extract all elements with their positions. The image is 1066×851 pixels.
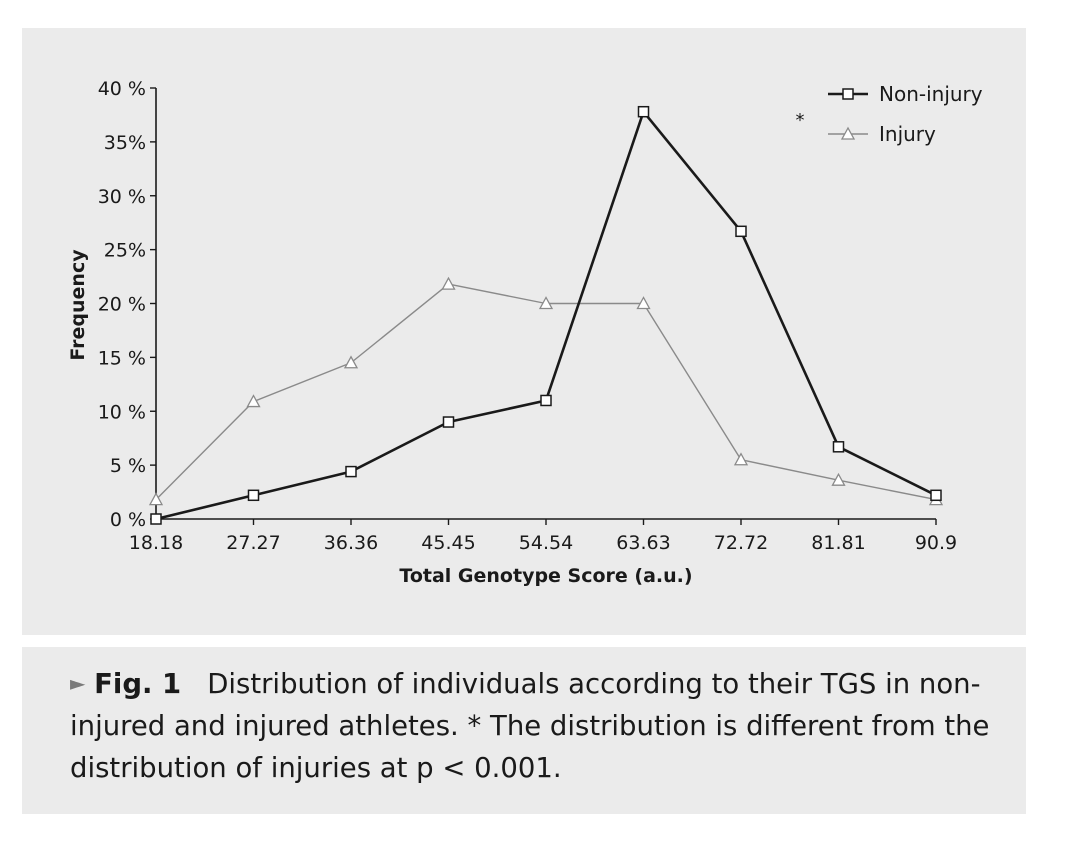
series-line-injury: [155, 283, 937, 501]
x-tick-label: 36.36: [324, 532, 378, 554]
x-tick-label: 18.18: [129, 532, 183, 554]
y-tick-label: 20 %: [98, 294, 146, 316]
x-tick-label: 27.27: [226, 532, 280, 554]
data-point-non-injury: [832, 441, 845, 453]
y-axis-label: Frequency: [67, 249, 89, 361]
data-point-non-injury: [540, 394, 552, 407]
y-tick-label: 30 %: [98, 186, 146, 208]
legend: Non-injury Injury: [828, 82, 983, 146]
caption-arrow-icon: ►: [70, 671, 86, 695]
x-tick-label: 45.45: [421, 532, 475, 554]
axes: [150, 87, 937, 525]
data-point-non-injury: [637, 105, 650, 118]
data-point-injury: [831, 472, 846, 486]
data-point-non-injury: [247, 489, 260, 502]
x-axis-label: Total Genotype Score (a.u.): [399, 565, 692, 587]
data-point-injury: [246, 394, 261, 408]
y-tick-label: 35%: [104, 132, 146, 154]
x-tick-label: 63.63: [616, 532, 670, 554]
data-point-non-injury: [150, 513, 162, 525]
legend-marker-injury: [840, 126, 856, 140]
series-layer: [148, 105, 944, 525]
data-point-non-injury: [735, 225, 747, 238]
data-point-non-injury: [345, 465, 357, 478]
data-point-injury: [733, 452, 749, 466]
y-tick-label: 40 %: [98, 78, 146, 100]
legend-marker-non-injury: [842, 88, 854, 100]
y-tick-label: 25%: [104, 240, 146, 262]
y-tick-label: 15 %: [98, 347, 146, 369]
data-point-injury: [636, 296, 651, 310]
caption-text: Distribution of individuals according to…: [70, 668, 990, 784]
caption-panel: [22, 647, 1026, 814]
data-point-injury: [538, 296, 554, 310]
x-tick-label: 54.54: [519, 532, 573, 554]
data-point-non-injury: [930, 489, 942, 502]
y-tick-labels: 0 % 5 % 10 % 15 % 20 % 25% 30 % 35% 40 %: [98, 78, 146, 531]
figure-caption: ► Fig. 1 Distribution of individuals acco…: [70, 662, 1000, 789]
y-tick-label: 0 %: [110, 509, 146, 531]
data-point-injury: [148, 492, 164, 506]
data-point-injury: [441, 276, 456, 290]
y-tick-label: 5 %: [110, 455, 146, 477]
legend-label-non-injury: Non-injury: [879, 82, 983, 106]
figure-label: Fig. 1: [94, 668, 182, 700]
x-tick-labels: 18.18 27.27 36.36 45.45 54.54 63.63 72.72 81.81…: [129, 532, 957, 554]
data-point-non-injury: [442, 416, 455, 428]
chart-panel: [22, 28, 1026, 635]
x-tick-label: 81.81: [811, 532, 865, 554]
data-point-injury: [343, 355, 359, 369]
x-tick-label: 72.72: [714, 532, 768, 554]
significance-annotation: *: [796, 110, 805, 131]
y-tick-label: 10 %: [98, 401, 146, 423]
x-tick-label: 90.9: [915, 532, 957, 554]
series-line-non-injury: [155, 110, 937, 521]
legend-label-injury: Injury: [879, 122, 936, 146]
